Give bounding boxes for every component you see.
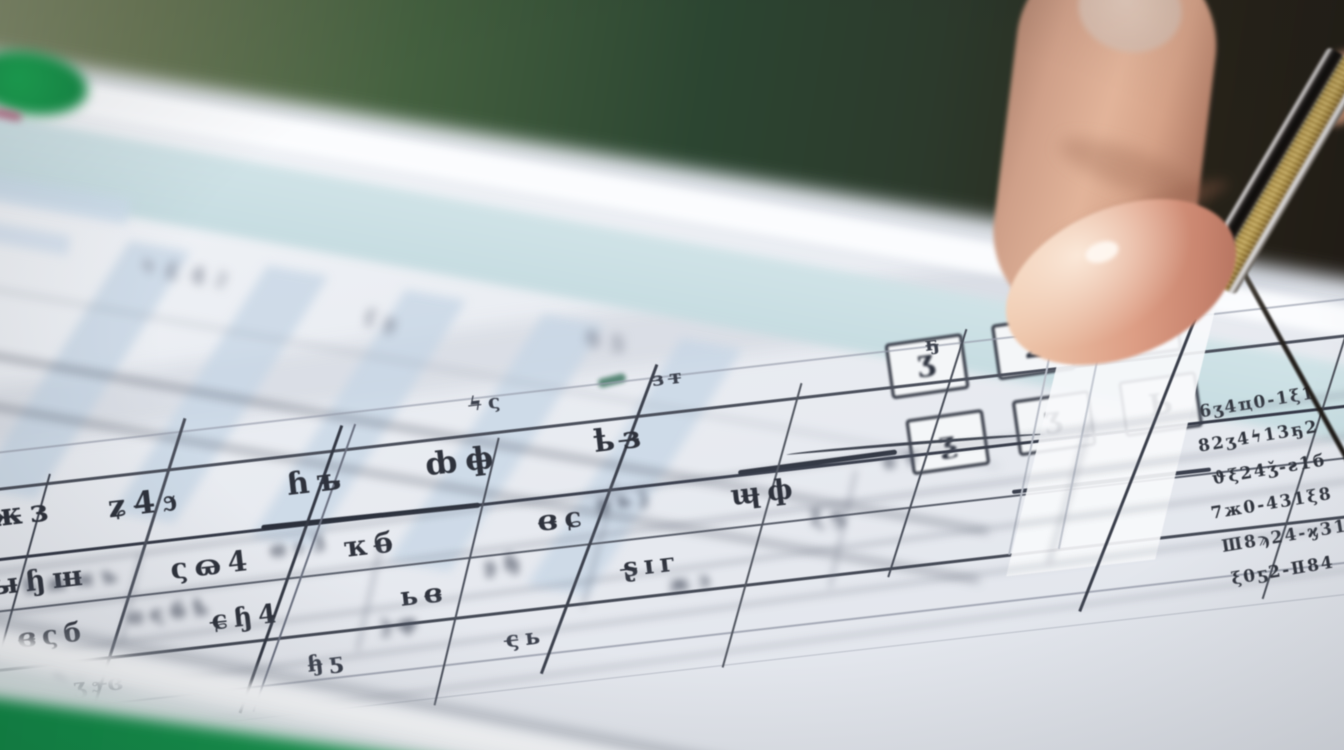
pseudo-text-cluster: ϟ̶ς [467,387,508,416]
pseudo-text-cluster: ʂ̶ьѯ [595,482,657,516]
table-line-vertical [1047,418,1093,564]
pseudo-text-cluster: ɞς̶б̶ѣ [126,593,218,630]
pseudo-text-cluster: ҕ̶ [923,329,947,356]
pseudo-text-cluster: ɕ̶т [882,443,928,474]
pseudo-text-cluster: ҍɜ̶ [591,418,650,460]
pseudo-text-cluster: ʑ4̶ϧ [106,480,187,526]
pseudo-text-cluster: ѯ̶φ̶ [379,607,426,639]
table-line-vertical [356,542,383,651]
pseudo-text-cluster: ξƽ̶ [809,501,853,532]
pseudo-text-cluster: ѯж̶ɜ [0,491,58,538]
pseudo-text-cluster: ҕƽ [583,321,636,356]
table-line-vertical [828,470,857,588]
pseudo-text-cluster: ȸф̶ [423,438,503,484]
pseudo-text-cluster: ɦъ̶ [284,460,351,504]
pseudo-text-cluster: ɜ̶т̶ [650,363,689,392]
pseudo-text-cluster: ʂɧ̶ [482,548,529,579]
pseudo-text-cluster: ж̶ɜ [666,565,719,597]
